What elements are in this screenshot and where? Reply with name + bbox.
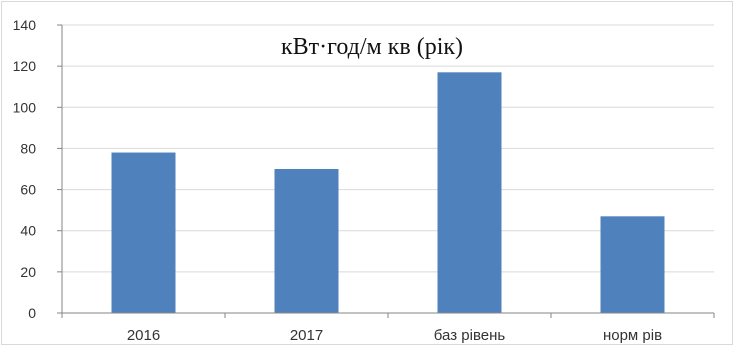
y-tick-label: 40 [20, 223, 36, 239]
x-category-label: норм рів [603, 327, 662, 344]
y-tick-label: 140 [13, 17, 37, 33]
chart-title: кВт·год/м кв (рік) [281, 34, 463, 60]
x-category-label: баз рівень [434, 327, 506, 344]
y-tick-label: 100 [13, 99, 37, 115]
y-tick-label: 60 [20, 182, 36, 198]
bar [600, 216, 665, 313]
y-tick-label: 120 [13, 58, 37, 74]
x-category-labels: 2016 2017 баз рівень норм рів [127, 327, 662, 344]
y-tick-label: 80 [20, 140, 36, 156]
bar [274, 169, 339, 313]
y-tick-label: 20 [20, 264, 36, 280]
bar [437, 72, 502, 313]
x-category-label: 2016 [127, 327, 160, 344]
bar [111, 152, 176, 313]
axes [57, 24, 715, 318]
y-tick-labels: 0 20 40 60 80 100 120 140 [13, 17, 37, 321]
bars [111, 72, 665, 313]
y-tick-label: 0 [28, 305, 36, 321]
x-category-label: 2017 [290, 327, 323, 344]
